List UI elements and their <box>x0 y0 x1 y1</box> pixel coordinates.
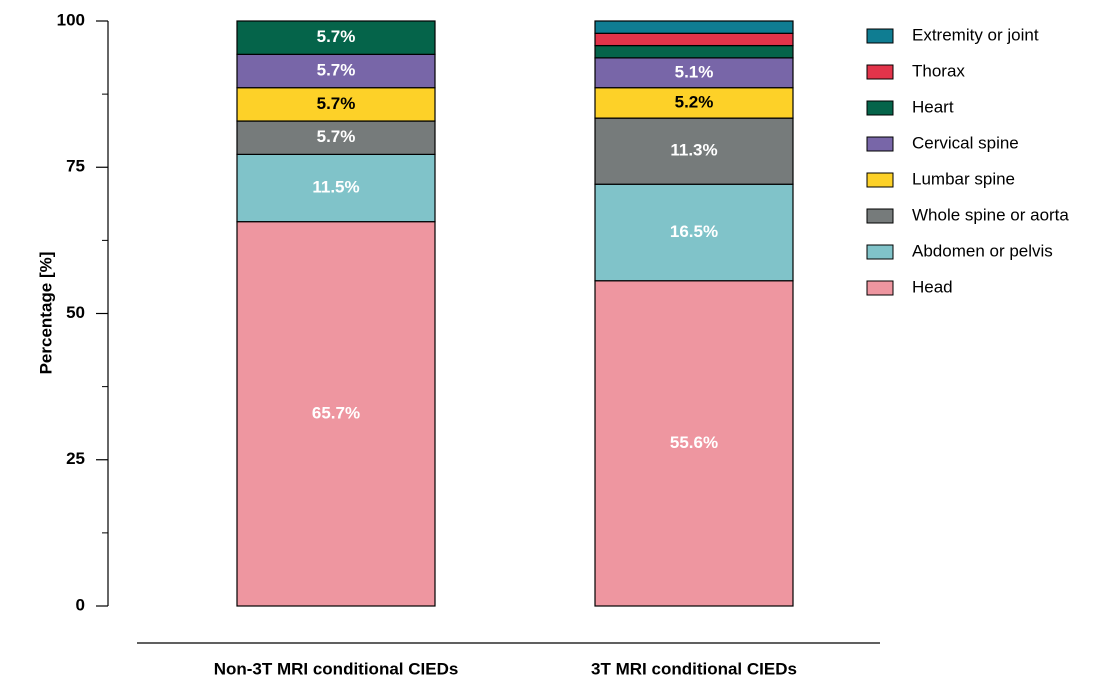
legend-label: Abdomen or pelvis <box>912 241 1053 260</box>
legend-swatch <box>866 208 894 224</box>
bar-segment <box>594 87 794 119</box>
bar-segment <box>594 32 794 47</box>
x-tick-label: 3T MRI conditional CIEDs <box>591 659 797 678</box>
legend-label: Whole spine or aorta <box>912 205 1069 224</box>
legend-label: Heart <box>912 97 954 116</box>
bar-segment <box>236 153 436 223</box>
y-tick-label: 0 <box>76 595 85 614</box>
legend-swatch <box>866 172 894 188</box>
legend-swatch <box>866 280 894 296</box>
data-label: 65.7% <box>312 403 360 422</box>
data-label: 16.5% <box>670 222 718 241</box>
x-tick-label: Non-3T MRI conditional CIEDs <box>214 659 459 678</box>
bar-segment <box>594 44 794 59</box>
data-label: 5.7% <box>317 94 356 113</box>
data-label: 5.7% <box>317 61 356 80</box>
y-tick-label: 50 <box>66 303 85 322</box>
y-tick-label: 75 <box>66 157 85 176</box>
legend-label: Head <box>912 277 953 296</box>
data-label: 5.2% <box>675 92 714 111</box>
legend-swatch <box>866 100 894 116</box>
bar-segment <box>236 20 436 55</box>
bar-segment <box>236 87 436 122</box>
y-axis-label: Percentage [%] <box>36 252 55 375</box>
y-tick-label: 25 <box>66 449 85 468</box>
bar-segment <box>236 120 436 155</box>
bar-segment <box>594 57 794 89</box>
bar-segment <box>594 117 794 185</box>
legend-swatch <box>866 64 894 80</box>
y-tick-label: 100 <box>57 10 85 29</box>
bar-segment <box>236 53 436 89</box>
bar-segment <box>594 183 794 282</box>
legend-label: Extremity or joint <box>912 25 1039 44</box>
data-label: 11.5% <box>312 178 359 197</box>
legend-swatch <box>866 136 894 152</box>
bar-segment <box>236 221 436 607</box>
legend-label: Lumbar spine <box>912 169 1015 188</box>
data-label: 5.1% <box>675 62 714 81</box>
bar-segment <box>594 280 794 607</box>
data-label: 11.3% <box>670 141 717 160</box>
legend-label: Cervical spine <box>912 133 1019 152</box>
legend-swatch <box>866 28 894 44</box>
legend-swatch <box>866 244 894 260</box>
legend-label: Thorax <box>912 61 965 80</box>
data-label: 5.7% <box>317 27 356 46</box>
data-label: 5.7% <box>317 127 356 146</box>
data-label: 55.6% <box>670 433 718 452</box>
bar-segment <box>594 20 794 34</box>
